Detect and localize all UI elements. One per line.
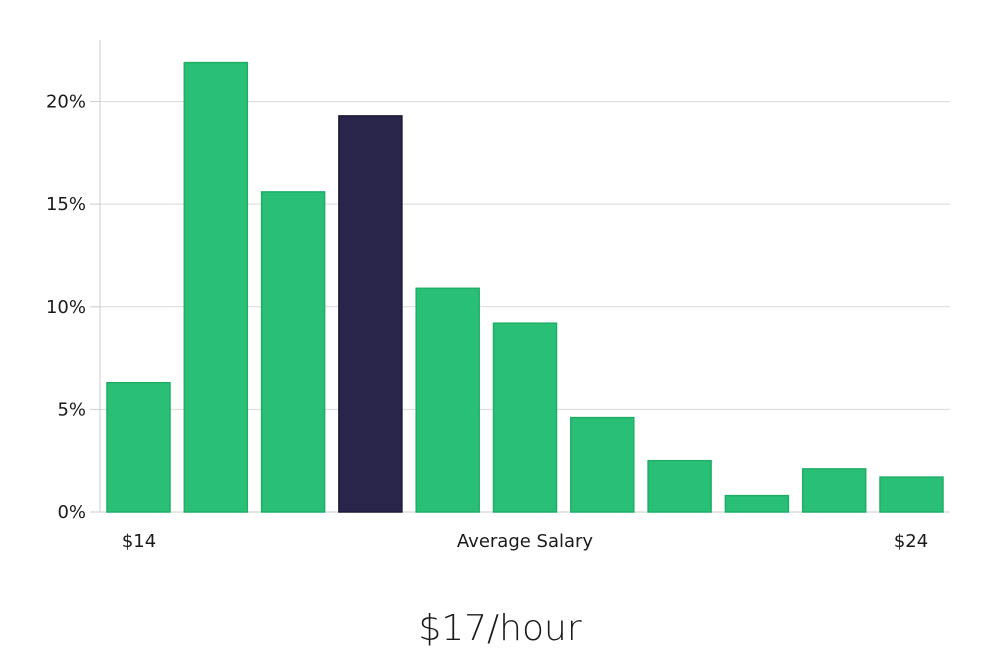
salary-distribution-chart: 0% 5% 10% 15% 20% $14 Average Salary $24 (46, 40, 950, 552)
y-tick-labels: 0% 5% 10% 15% 20% (46, 92, 86, 523)
bar (260, 191, 326, 513)
y-tick-label: 15% (46, 194, 86, 215)
average-salary-value: $17/hour (418, 608, 582, 649)
bar (724, 494, 790, 513)
bar (415, 287, 480, 513)
y-tick-label: 5% (57, 399, 86, 420)
bar (801, 468, 867, 513)
x-right-label: $24 (894, 531, 928, 552)
bar (492, 322, 558, 513)
bar-highlighted (338, 115, 403, 513)
x-left-label: $14 (122, 531, 156, 552)
x-center-label: Average Salary (457, 531, 594, 552)
bar (106, 381, 171, 513)
bars (106, 61, 944, 513)
y-tick-label: 10% (46, 297, 86, 318)
bar (647, 459, 712, 513)
y-tick-label: 0% (57, 502, 86, 523)
bar (879, 476, 944, 513)
bar (570, 416, 635, 513)
bar (183, 61, 249, 513)
y-tick-label: 20% (46, 92, 86, 113)
